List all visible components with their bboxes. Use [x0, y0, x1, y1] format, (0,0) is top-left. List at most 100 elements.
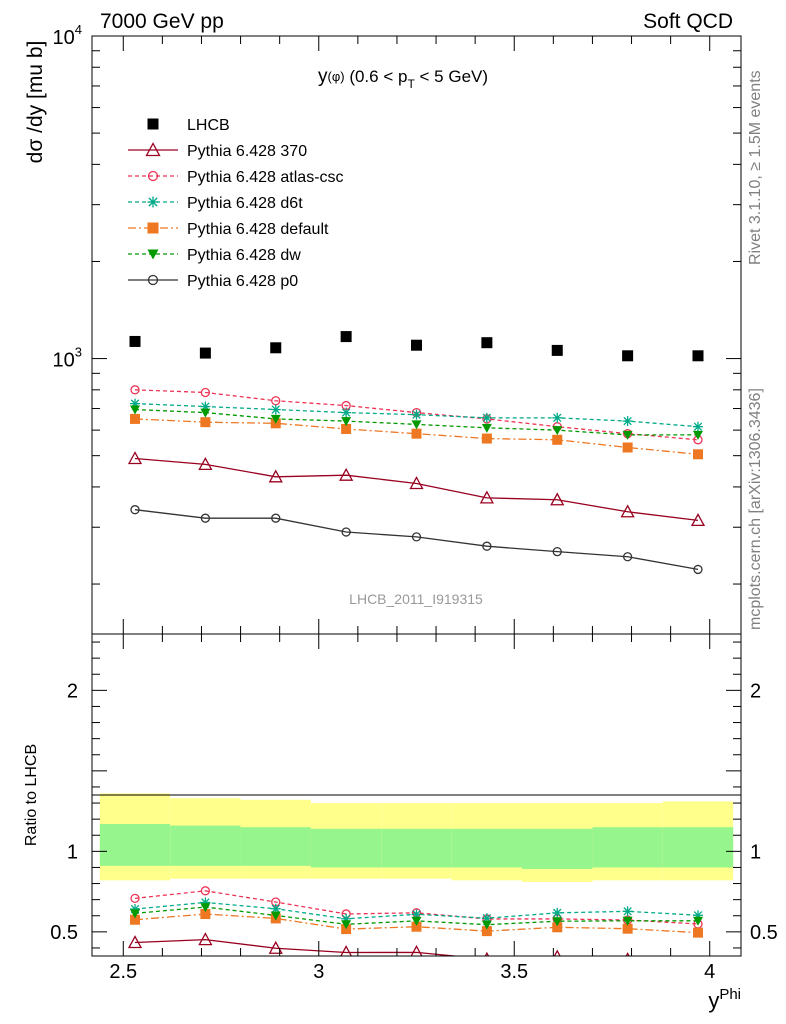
data-point-pythia-6-428-370	[409, 476, 424, 490]
ratio-band-inner	[451, 828, 523, 868]
data-point-pythia-6-428-d6t	[411, 409, 422, 420]
ratio-point-pythia-6-428-default	[692, 927, 703, 938]
data-point-pythia-6-428-d6t	[622, 416, 633, 427]
data-point-pythia-6-428-p0	[482, 541, 492, 551]
data-point-pythia-6-428-d6t	[341, 407, 352, 418]
data-point-pythia-6-428-p0	[130, 505, 140, 515]
legend-label-pythia-6-428-default: Pythia 6.428 default	[187, 221, 329, 238]
header-left: 7000 GeV pp	[100, 10, 224, 33]
legend-label-pythia-6-428-d6t: Pythia 6.428 d6t	[187, 195, 303, 212]
legend-label-lhcb: LHCB	[187, 117, 230, 134]
data-point-pythia-6-428-dw	[481, 423, 492, 433]
data-point-lhcb	[199, 347, 211, 359]
y-axis-label: dσ /dy [mu b]	[24, 41, 47, 164]
data-point-pythia-6-428-default	[481, 433, 492, 444]
ratio-point-pythia-6-428-370	[268, 940, 283, 954]
ratio-band-inner	[381, 828, 452, 868]
data-point-pythia-6-428-370	[127, 451, 143, 465]
data-point-pythia-6-428-dw	[411, 420, 422, 430]
data-point-lhcb	[622, 350, 634, 362]
data-point-pythia-6-428-default	[692, 449, 703, 460]
ratio-point-pythia-6-428-dw	[411, 916, 422, 926]
ratio-band-inner	[240, 827, 311, 866]
data-point-pythia-6-428-d6t	[552, 412, 563, 423]
ratio-band-inner	[662, 827, 734, 868]
data-point-pythia-6-428-d6t	[270, 404, 281, 415]
ratio-point-pythia-6-428-370	[697, 955, 699, 956]
x-tick-label: 4	[704, 961, 715, 983]
ratio-line-pythia-6-428-p0	[135, 963, 698, 977]
data-point-pythia-6-428-p0	[200, 513, 211, 523]
data-point-pythia-6-428-p0	[271, 513, 281, 523]
ratio-point-pythia-6-428-dw	[481, 920, 492, 930]
ratio-point-pythia-6-428-dw	[200, 903, 211, 913]
ratio-line-pythia-6-428-default	[134, 913, 699, 934]
ratio-point-pythia-6-428-default	[552, 922, 563, 933]
data-point-pythia-6-428-370	[268, 469, 283, 483]
ratio-point-pythia-6-428-dw	[552, 917, 563, 927]
ratio-y-axis-label: Ratio to LHCB	[23, 744, 40, 846]
data-point-pythia-6-428-default	[341, 423, 352, 434]
series-line-pythia-6-428-default	[134, 418, 699, 455]
data-point-pythia-6-428-dw	[622, 430, 633, 440]
data-point-pythia-6-428-dw	[270, 414, 281, 424]
x-axis-label: yPhi	[708, 986, 741, 1013]
ratio-panel: 2.5 3 3.5 4 0.5 0.5 1 1 2 2	[50, 633, 778, 983]
data-point-pythia-6-428-p0	[341, 527, 351, 537]
legend-marker-pythia-6-428-d6t	[147, 196, 159, 208]
chart-title: y(φ) (0.6 < pT < 5 GeV)	[318, 66, 488, 91]
ratio-point-pythia-6-428-dw	[622, 916, 633, 926]
data-point-pythia-6-428-dw	[552, 426, 563, 436]
x-tick-label: 2.5	[109, 961, 137, 983]
legend-marker-pythia-6-428-p0	[147, 274, 159, 286]
data-point-lhcb	[270, 342, 282, 354]
legend-label-pythia-6-428-p0: Pythia 6.428 p0	[187, 273, 298, 290]
ratio-point-pythia-6-428-p0	[272, 961, 280, 969]
legend-marker-pythia-6-428-atlas-csc	[147, 170, 159, 182]
ratio-point-pythia-6-428-370	[410, 944, 423, 956]
data-point-pythia-6-428-370	[479, 490, 494, 504]
header-right: Soft QCD	[643, 10, 733, 33]
data-point-lhcb	[340, 331, 352, 343]
ratio-y-tick-label-right: 1	[750, 841, 761, 863]
main-panel: 103 104 y(φ) (0.6 < pT < 5 GeV) LHCB_2011…	[53, 22, 742, 635]
ratio-point-pythia-6-428-p0	[342, 968, 350, 976]
legend-marker-pythia-6-428-370	[145, 142, 161, 157]
data-point-pythia-6-428-default	[130, 413, 141, 424]
ratio-point-pythia-6-428-dw	[130, 909, 141, 919]
data-point-pythia-6-428-370	[690, 513, 706, 527]
data-point-pythia-6-428-dw	[341, 417, 352, 427]
ratio-point-pythia-6-428-p0	[624, 970, 632, 978]
data-point-pythia-6-428-d6t	[481, 412, 492, 423]
data-point-pythia-6-428-dw	[200, 408, 211, 418]
legend-marker-pythia-6-428-default	[147, 222, 159, 234]
data-point-pythia-6-428-p0	[693, 564, 703, 575]
ratio-point-pythia-6-428-default	[200, 909, 211, 920]
legend-marker-lhcb	[147, 118, 159, 130]
ratio-point-pythia-6-428-p0	[694, 973, 702, 981]
series-line-pythia-6-428-370	[134, 457, 699, 522]
data-point-pythia-6-428-atlas-csc	[200, 387, 211, 398]
data-point-lhcb	[129, 335, 141, 347]
data-point-pythia-6-428-default	[411, 428, 422, 439]
series-line-pythia-6-428-p0	[134, 509, 699, 571]
ratio-point-pythia-6-428-370	[340, 945, 353, 956]
ratio-band-inner	[170, 825, 241, 866]
ratio-point-pythia-6-428-p0	[483, 971, 491, 979]
ratio-point-pythia-6-428-default	[481, 926, 492, 937]
legend-label-pythia-6-428-atlas-csc: Pythia 6.428 atlas-csc	[187, 169, 344, 186]
ratio-point-pythia-6-428-d6t	[552, 907, 563, 918]
ratio-band-inner	[310, 828, 382, 868]
ratio-point-pythia-6-428-p0	[553, 970, 561, 978]
legend-label-pythia-6-428-370: Pythia 6.428 370	[187, 143, 307, 160]
side-rivet-label: Rivet 3.1.10, ≥ 1.5M events	[747, 70, 764, 265]
data-point-pythia-6-428-default	[622, 442, 633, 453]
data-point-lhcb	[692, 350, 704, 362]
ratio-y-tick-label: 1	[67, 841, 78, 863]
ratio-y-tick-label: 0.5	[50, 922, 78, 944]
data-point-lhcb	[551, 344, 563, 356]
ratio-point-pythia-6-428-atlas-csc	[200, 886, 211, 896]
data-point-pythia-6-428-370	[339, 467, 354, 481]
ratio-point-pythia-6-428-default	[622, 923, 633, 934]
